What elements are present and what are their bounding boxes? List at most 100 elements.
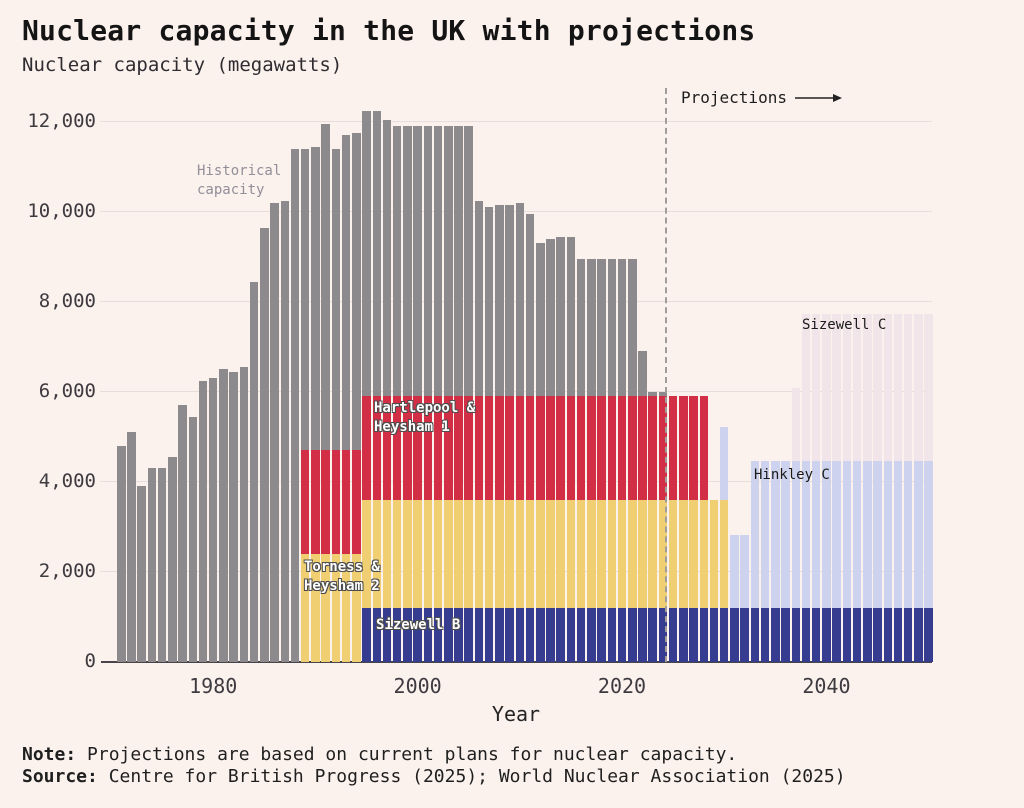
bar-segment-sizewell_b — [822, 607, 831, 662]
bar-segment-hartlepool_heysham_1 — [382, 396, 392, 500]
bar-segment-hartlepool_heysham_1 — [525, 396, 535, 500]
y-tick-label: 2,000 — [38, 559, 96, 582]
x-tick-label: 1980 — [189, 674, 238, 698]
bar-segment-torness_heysham_2 — [341, 553, 351, 662]
bar-segment-historical — [260, 227, 269, 662]
x-tick-label: 2000 — [393, 674, 442, 698]
bar-segment-historical — [484, 207, 494, 397]
bar-segment-hartlepool_heysham_1 — [352, 450, 361, 554]
bar-segment-historical — [229, 371, 238, 662]
y-tick-label: 8,000 — [38, 289, 96, 312]
bar-segment-historical — [311, 146, 320, 451]
bar-segment-torness_heysham_2 — [495, 499, 504, 608]
bar-segment-sizewell_b — [495, 607, 504, 662]
bar-segment-torness_heysham_2 — [679, 499, 688, 608]
bar-segment-sizewell_b — [444, 607, 453, 662]
projections-label-text: Projections — [681, 88, 787, 107]
bar-segment-torness_heysham_2 — [648, 499, 657, 608]
bar-segment-historical — [444, 126, 453, 397]
bar-segment-sizewell_b — [382, 607, 392, 662]
bar-segment-sizewell_c — [924, 314, 933, 462]
bar-segment-torness_heysham_2 — [638, 499, 647, 608]
bar-segment-hartlepool_heysham_1 — [433, 396, 443, 500]
bar-segment-sizewell_c — [822, 314, 831, 462]
bar-segment-torness_heysham_2 — [505, 499, 514, 608]
gridline — [100, 121, 932, 123]
bar-segment-historical — [617, 259, 627, 397]
bar-segment-sizewell_b — [842, 607, 852, 662]
bar-segment-sizewell_c — [883, 314, 892, 462]
bar-segment-sizewell_b — [648, 607, 657, 662]
bar-segment-sizewell_b — [546, 607, 555, 662]
bar-segment-historical — [413, 126, 422, 397]
bar-segment-torness_heysham_2 — [699, 499, 709, 608]
plot-area — [100, 88, 933, 662]
bar-segment-sizewell_b — [413, 607, 422, 662]
bar-segment-torness_heysham_2 — [423, 499, 433, 608]
bar-segment-hartlepool_heysham_1 — [413, 396, 422, 500]
bar-segment-sizewell_b — [454, 607, 463, 662]
bar-segment-historical — [198, 380, 208, 662]
bar-segment-sizewell_b — [576, 607, 586, 662]
bar-segment-hinkley_c — [750, 461, 760, 608]
bar-segment-sizewell_b — [903, 607, 913, 662]
bar-segment-sizewell_b — [392, 607, 402, 662]
bar-segment-sizewell_b — [423, 607, 433, 662]
annotation-torness-heysham2: Torness & Heysham 2 — [304, 559, 380, 594]
bar-segment-torness_heysham_2 — [525, 499, 535, 608]
bar-segment-torness_heysham_2 — [536, 499, 545, 608]
bar-segment-torness_heysham_2 — [321, 553, 330, 662]
bar-segment-hartlepool_heysham_1 — [311, 450, 320, 554]
bar-segment-historical — [372, 110, 381, 397]
bar-segment-hinkley_c — [822, 461, 831, 608]
bar-segment-hartlepool_heysham_1 — [658, 396, 668, 500]
bar-segment-sizewell_b — [689, 607, 698, 662]
bar-segment-sizewell_b — [750, 607, 760, 662]
x-tick-label: 2020 — [597, 674, 647, 698]
bar-segment-historical — [576, 259, 586, 397]
bar-segment-sizewell_b — [607, 607, 617, 662]
bar-segment-torness_heysham_2 — [556, 499, 565, 608]
bar-segment-hinkley_c — [811, 461, 821, 608]
bar-segment-torness_heysham_2 — [484, 499, 494, 608]
bar-segment-historical — [341, 135, 351, 451]
source-label: Source: — [22, 766, 98, 787]
bar-segment-hartlepool_heysham_1 — [495, 396, 504, 500]
bar-segment-historical — [648, 391, 657, 397]
bar-segment-sizewell_b — [852, 607, 862, 662]
projections-label: Projections — [681, 88, 843, 107]
bar-segment-historical — [300, 148, 310, 451]
annotation-hinkley-c: Hinkley C — [754, 467, 830, 483]
bar-segment-historical — [546, 238, 555, 397]
y-tick-label: 10,000 — [27, 199, 96, 222]
bar-segment-hartlepool_heysham_1 — [362, 396, 371, 500]
bar-segment-sizewell_b — [658, 607, 668, 662]
bar-segment-hartlepool_heysham_1 — [464, 396, 473, 500]
bar-segment-historical — [157, 468, 167, 662]
bar-segment-historical — [178, 405, 187, 662]
bar-segment-sizewell_b — [505, 607, 514, 662]
bar-segment-torness_heysham_2 — [300, 553, 310, 662]
bar-segment-hinkley_c — [730, 534, 739, 608]
bar-segment-sizewell_b — [863, 607, 872, 662]
chart-subtitle: Nuclear capacity (megawatts) — [22, 54, 343, 76]
bar-segment-hartlepool_heysham_1 — [423, 396, 433, 500]
bar-segment-torness_heysham_2 — [617, 499, 627, 608]
bar-segment-torness_heysham_2 — [628, 499, 637, 608]
bar-segment-hinkley_c — [760, 461, 770, 608]
bar-segment-hinkley_c — [771, 461, 780, 608]
bar-segment-historical — [382, 119, 392, 397]
bar-segment-hartlepool_heysham_1 — [331, 450, 341, 554]
bar-segment-sizewell_b — [719, 607, 729, 662]
bar-segment-sizewell_b — [638, 607, 647, 662]
bar-segment-hinkley_c — [914, 461, 923, 608]
source-line: Source: Centre for British Progress (202… — [22, 766, 846, 787]
bar-segment-hartlepool_heysham_1 — [566, 396, 576, 500]
bar-segment-hartlepool_heysham_1 — [638, 396, 647, 500]
bar-segment-torness_heysham_2 — [403, 499, 412, 608]
note-text: Projections are based on current plans f… — [76, 744, 738, 765]
bar-segment-historical — [607, 259, 617, 397]
bar-segment-sizewell_b — [914, 607, 923, 662]
bar-segment-historical — [403, 126, 412, 397]
bar-segment-hartlepool_heysham_1 — [300, 450, 310, 554]
